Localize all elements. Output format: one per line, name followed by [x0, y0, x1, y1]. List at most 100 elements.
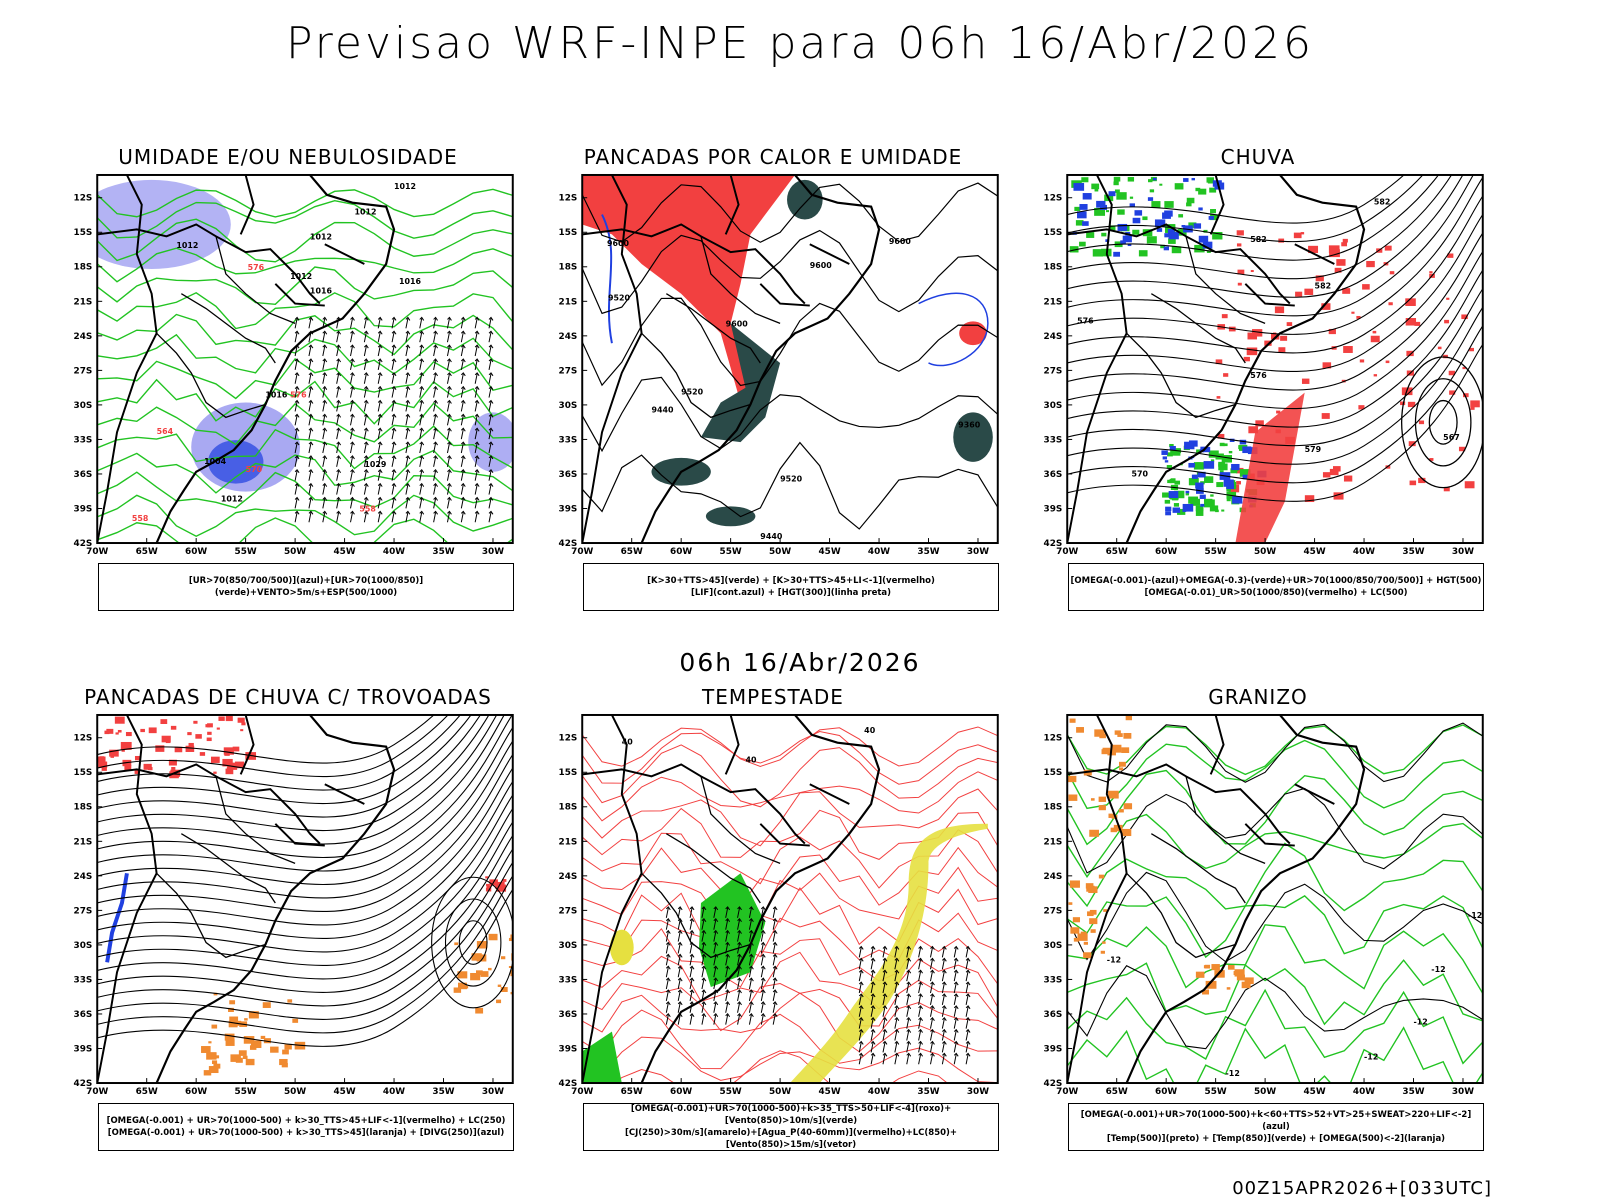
- lon-label: 40W: [383, 547, 405, 557]
- lat-label: 24S: [559, 872, 578, 882]
- lon-label: 45W: [333, 547, 355, 557]
- map-plot: 582 582 582 576 576 579 570 567 12S 15S 18S 21S 24S 2…: [1044, 173, 1484, 557]
- lon-label: 55W: [1205, 547, 1227, 557]
- contour-label: 570: [246, 465, 263, 474]
- panel-legend: [OMEGA(-0.001)+UR>70(1000-500)+k<60+TTS>…: [1068, 1103, 1484, 1151]
- legend-line: [OMEGA(-0.01)_UR>50(1000/850)(vermelho) …: [1144, 588, 1408, 598]
- contour-label: 1029: [364, 460, 386, 469]
- panel-title: TEMPESTADE: [702, 685, 844, 709]
- lon-label: 45W: [818, 1087, 840, 1097]
- state-border: [156, 776, 296, 959]
- contour-label: 9440: [651, 405, 674, 414]
- lat-label: 30S: [74, 401, 93, 411]
- contour-label: 9600: [889, 237, 912, 246]
- lon-label: 55W: [720, 1087, 742, 1097]
- lon-label: 70W: [1056, 547, 1078, 557]
- lon-label: 30W: [967, 1087, 989, 1097]
- map-frame: [581, 173, 999, 545]
- contour-label: 1016: [265, 391, 288, 400]
- legend-line: [OMEGA(-0.001)+UR>70(1000-500)+k>35_TTS>…: [630, 1104, 952, 1126]
- lon-label: 60W: [1155, 547, 1177, 557]
- state-border: [156, 236, 296, 419]
- lat-label: 18S: [1044, 263, 1063, 273]
- lat-label: 12S: [74, 734, 93, 744]
- lon-label: 50W: [769, 547, 791, 557]
- lon-label: 50W: [1254, 1087, 1276, 1097]
- lat-label: 24S: [1044, 872, 1063, 882]
- panel-title: UMIDADE E/OU NEBULOSIDADE: [118, 145, 458, 169]
- country-border: [582, 174, 850, 544]
- country-border: [1067, 174, 1335, 544]
- contour-label: 576: [1250, 371, 1267, 380]
- lat-label: 42S: [559, 1079, 578, 1089]
- lon-label: 65W: [1106, 547, 1128, 557]
- map-plot: -12 -12 -12 -12 -12 -12 12S 15S 18S 21S 24S 27S 30S 3…: [1044, 713, 1484, 1097]
- contour-label: 40: [622, 738, 634, 747]
- country-border: [97, 714, 365, 1084]
- lat-label: 39S: [74, 504, 93, 514]
- contour-label: 40: [745, 755, 757, 764]
- lon-label: 30W: [967, 547, 989, 557]
- contour-label: -12: [1468, 911, 1482, 920]
- lat-label: 15S: [559, 768, 578, 778]
- lat-label: 27S: [559, 366, 578, 376]
- lon-label: 45W: [1303, 547, 1325, 557]
- contour-label: 576: [290, 391, 307, 400]
- legend-line: [OMEGA(-0.001)-(azul)+OMEGA(-0.3)-(verde…: [1070, 576, 1482, 586]
- contour-label: 9440: [760, 532, 783, 541]
- map-frame: [96, 713, 514, 1085]
- lat-label: 39S: [74, 1044, 93, 1054]
- lat-label: 30S: [1044, 401, 1063, 411]
- contour-label: 9600: [607, 239, 630, 248]
- legend-line: [OMEGA(-0.001) + UR>70(1000-500) + k>30_…: [106, 1116, 506, 1126]
- country-border: [1067, 223, 1291, 305]
- contour-label: 582: [1315, 282, 1332, 291]
- lon-label: 55W: [235, 547, 257, 557]
- coastline: [1125, 714, 1366, 1084]
- coastline: [640, 174, 881, 544]
- lon-label: 60W: [670, 1087, 692, 1097]
- state-border: [641, 236, 781, 419]
- lat-label: 42S: [559, 539, 578, 549]
- legend-line: [Temp(500)](preto) + [Temp(850)](verde) …: [1106, 1134, 1446, 1144]
- lat-label: 18S: [74, 803, 93, 813]
- contour-label: -12: [1226, 1069, 1240, 1078]
- contour-label: -12: [1364, 1052, 1378, 1061]
- lat-label: 33S: [1044, 435, 1063, 445]
- contour-label: 579: [1305, 445, 1322, 454]
- country-border: [1067, 714, 1335, 1084]
- lat-label: 30S: [559, 941, 578, 951]
- lat-label: 15S: [1044, 768, 1063, 778]
- forecast-subtitle: 06h 16/Abr/2026: [679, 648, 921, 677]
- lat-label: 21S: [1044, 297, 1063, 307]
- legend-line: [LIF](cont.azul) + [HGT(300)](linha pret…: [690, 588, 892, 598]
- lat-label: 12S: [1044, 194, 1063, 204]
- lat-label: 39S: [559, 1044, 578, 1054]
- lon-label: 50W: [769, 1087, 791, 1097]
- legend-line: [CJ(250)>30m/s](amarelo)+[Agua_P(40-60mm…: [624, 1128, 958, 1150]
- lon-label: 65W: [136, 547, 158, 557]
- map-fields: [97, 174, 513, 544]
- lon-label: 60W: [1155, 1087, 1177, 1097]
- lon-label: 35W: [1402, 547, 1424, 557]
- lon-label: 45W: [333, 1087, 355, 1097]
- contour-label: 567: [1443, 433, 1460, 442]
- map-frame: [1066, 173, 1484, 545]
- panel-granizo: GRANIZO -12 -12 -12 -12 -12 -12 12S 15S 18S 21S 24S…: [1038, 685, 1484, 1185]
- lat-label: 42S: [74, 539, 93, 549]
- lon-label: 70W: [86, 547, 108, 557]
- panel-legend: [UR>70(850/700/500)](azul)+[UR>70(1000/8…: [98, 563, 514, 611]
- map-frame: [1066, 713, 1484, 1085]
- contour-label: 9520: [780, 475, 803, 484]
- lon-label: 65W: [621, 1087, 643, 1097]
- run-timestamp: 00Z15APR2026+[033UTC]: [1232, 1178, 1492, 1199]
- lat-label: 30S: [559, 401, 578, 411]
- lon-label: 35W: [917, 1087, 939, 1097]
- contour-label: 9360: [958, 420, 981, 429]
- lat-label: 42S: [1044, 539, 1063, 549]
- contour-label: 9600: [810, 261, 833, 270]
- panel-trovoadas: PANCADAS DE CHUVA C/ TROVOADAS 12S 15S 18S 2…: [68, 685, 514, 1185]
- lat-label: 39S: [1044, 1044, 1063, 1054]
- lat-label: 21S: [559, 297, 578, 307]
